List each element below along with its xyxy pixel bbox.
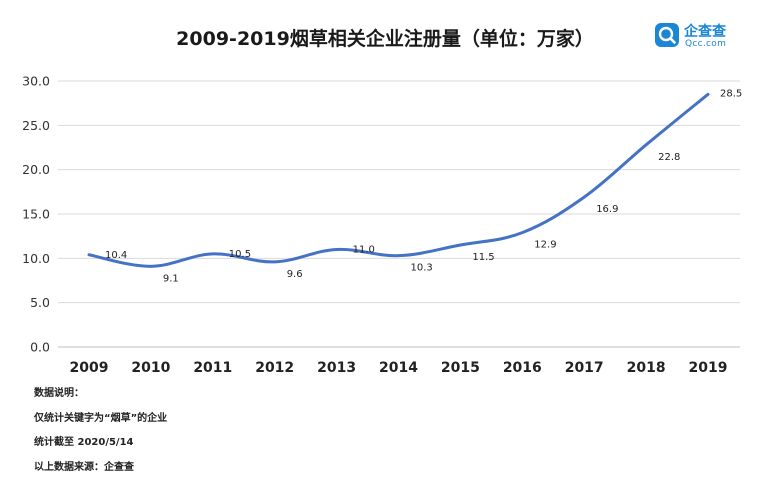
x-tick-label: 2012 xyxy=(255,360,294,376)
logo-name: 企查查 xyxy=(684,24,726,40)
x-tick-label: 2010 xyxy=(131,360,170,376)
data-labels: 10.4 9.1 10.5 9.6 11.0 10.3 11.5 12.9 16.9 22.8 28… xyxy=(105,88,742,284)
data-label: 9.1 xyxy=(163,273,179,284)
y-tick-label: 5.0 xyxy=(30,295,50,310)
data-label: 11.5 xyxy=(472,252,494,263)
data-label: 10.3 xyxy=(411,263,433,274)
data-label: 10.4 xyxy=(105,250,127,261)
qcc-logo: 企查查 Qcc.com xyxy=(654,20,764,50)
y-tick-label: 15.0 xyxy=(22,207,50,222)
data-label: 11.0 xyxy=(353,244,375,255)
note-source: 以上数据来源：企查查 xyxy=(34,461,134,473)
data-label: 10.5 xyxy=(229,249,251,260)
note-heading: 数据说明： xyxy=(34,388,84,399)
x-tick-label: 2018 xyxy=(627,360,666,376)
data-label: 12.9 xyxy=(534,240,556,251)
x-tick-label: 2019 xyxy=(689,360,728,376)
note-keyword: 仅统计关键字为“烟草”的企业 xyxy=(34,412,168,424)
data-label: 28.5 xyxy=(720,88,742,99)
x-tick-label: 2017 xyxy=(565,360,604,376)
y-tick-label: 10.0 xyxy=(22,251,50,266)
note-cutoff: 统计截至 2020/5/14 xyxy=(34,437,134,448)
x-tick-label: 2016 xyxy=(503,360,542,376)
x-tick-label: 2011 xyxy=(193,360,232,376)
y-tick-label: 20.0 xyxy=(22,162,50,177)
data-label: 16.9 xyxy=(596,204,618,215)
y-tick-label: 30.0 xyxy=(22,74,50,89)
x-tick-label: 2013 xyxy=(317,360,356,376)
series-group xyxy=(87,92,710,268)
y-axis-ticks: 0.0 5.0 10.0 15.0 20.0 25.0 30.0 xyxy=(22,74,50,355)
gridlines xyxy=(58,80,740,348)
x-tick-label: 2014 xyxy=(379,360,418,376)
data-notes: 数据说明： 仅统计关键字为“烟草”的企业 统计截至 2020/5/14 以上数据… xyxy=(34,388,167,486)
y-tick-label: 0.0 xyxy=(30,340,50,355)
y-tick-label: 25.0 xyxy=(22,118,50,133)
x-axis-ticks: 2009 2010 2011 2012 2013 2014 2015 2016 2017 2018… xyxy=(70,360,728,376)
qcc-magnifier-icon xyxy=(655,23,679,47)
series-line xyxy=(87,92,710,268)
data-label: 22.8 xyxy=(658,152,680,163)
x-tick-label: 2009 xyxy=(70,360,109,376)
logo-domain: Qcc.com xyxy=(685,39,727,49)
chart-title: 2009-2019烟草相关企业注册量（单位：万家） xyxy=(176,28,594,50)
data-label: 9.6 xyxy=(287,269,303,280)
x-tick-label: 2015 xyxy=(441,360,480,376)
